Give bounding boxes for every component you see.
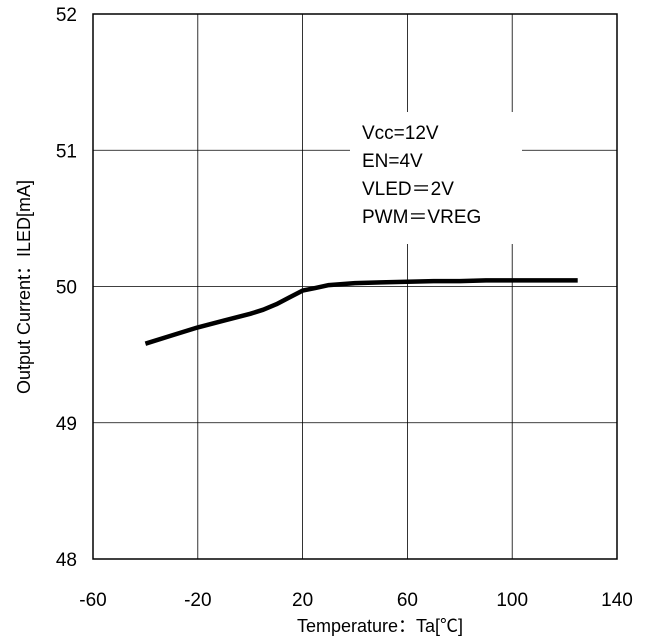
y-tick-label: 48 (56, 550, 77, 571)
annotation-pwm: PWM＝VREG (362, 207, 481, 228)
annotation-background (350, 112, 522, 244)
y-tick-label: 49 (56, 414, 77, 435)
y-tick-labels: 48 49 50 51 52 (56, 5, 77, 571)
series-line-0 (144, 278, 578, 346)
x-tick-label: 140 (601, 590, 633, 611)
grid (93, 14, 617, 559)
x-tick-label: 100 (496, 590, 528, 611)
y-tick-label: 51 (56, 141, 77, 162)
annotation-vled: VLED＝2V (362, 179, 454, 200)
x-tick-label: -20 (184, 590, 211, 611)
x-axis-label: Temperature：Ta[℃] (297, 616, 463, 636)
x-tick-label: -60 (79, 590, 106, 611)
annotation-vcc: Vcc=12V (362, 123, 439, 144)
series-group (144, 278, 578, 346)
y-axis-label: Output Current：ILED[mA] (14, 180, 34, 394)
y-tick-label: 50 (56, 278, 77, 299)
x-tick-label: 20 (292, 590, 313, 611)
x-tick-labels: -60 -20 20 60 100 140 (79, 590, 633, 611)
x-tick-label: 60 (397, 590, 418, 611)
y-tick-label: 52 (56, 5, 77, 26)
plot-frame (92, 13, 618, 560)
annotation-en: EN=4V (362, 151, 423, 172)
